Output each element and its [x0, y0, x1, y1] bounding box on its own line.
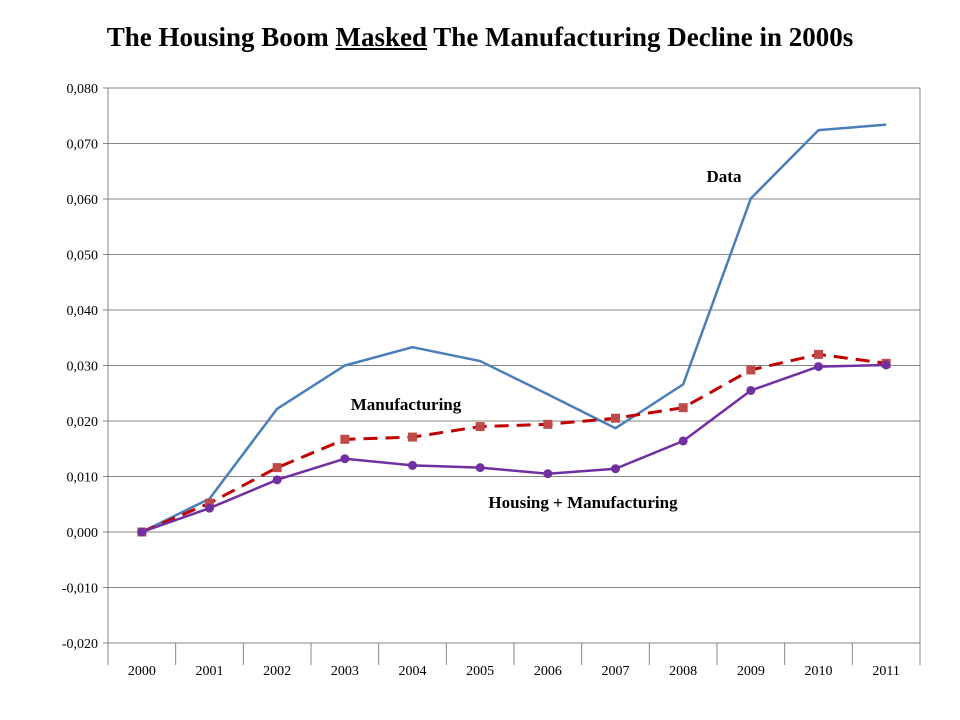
x-tick-label: 2008 [669, 664, 697, 679]
x-tick-label: 2005 [466, 664, 494, 679]
x-tick-label: 2011 [872, 664, 899, 679]
data-point [408, 460, 417, 470]
data-point [340, 434, 350, 444]
y-tick-label: 0,000 [67, 526, 99, 541]
y-tick-label: 0,060 [67, 193, 99, 208]
annotation-label: Manufacturing [351, 395, 462, 414]
y-tick-label: 0,070 [67, 138, 99, 153]
y-tick-label: -0,020 [62, 637, 98, 652]
x-tick-label: 2000 [128, 664, 156, 679]
data-point [543, 469, 553, 479]
series-data [141, 123, 887, 534]
series-annotations: Data Manufacturing Housing + Manufacturing [351, 167, 742, 512]
chart-title: The Housing Boom Masked The Manufacturin… [0, 22, 960, 53]
data-point [746, 385, 756, 395]
series-lines [137, 123, 891, 537]
x-tick-label: 2003 [331, 664, 359, 679]
series-line [141, 352, 887, 534]
data-point [137, 527, 147, 537]
y-tick-label: 0,080 [67, 82, 99, 97]
data-point [611, 464, 620, 474]
data-point [814, 362, 823, 372]
data-point [205, 503, 214, 513]
data-point [611, 413, 620, 423]
gridlines [108, 87, 920, 644]
data-point [408, 432, 417, 442]
title-underlined-word: Masked [335, 22, 428, 52]
y-tick-label: 0,010 [67, 471, 99, 486]
data-point [340, 454, 350, 464]
y-tick-label: 0,030 [67, 360, 99, 375]
y-tick-labels: -0,020 -0,010 0,000 0,010 0,020 0,030 0,040 0,0… [62, 82, 98, 652]
title-part-2: The Manufacturing Decline in 2000s [427, 22, 854, 52]
data-point [272, 463, 282, 473]
annotation-label: Housing + Manufacturing [488, 493, 678, 512]
x-tick-label: 2004 [399, 664, 427, 679]
y-tick-label: -0,010 [62, 582, 98, 597]
y-tick-label: 0,020 [67, 415, 99, 430]
y-tick-label: 0,040 [67, 304, 99, 319]
series-line [141, 123, 887, 534]
x-tick-label: 2010 [805, 664, 833, 679]
series-line [141, 363, 887, 534]
axes [103, 87, 921, 665]
data-point [881, 360, 891, 370]
y-tick-label: 0,050 [67, 249, 99, 264]
x-tick-label: 2009 [737, 664, 765, 679]
annotation-label: Data [707, 167, 742, 186]
x-tick-label: 2002 [263, 664, 291, 679]
data-point [678, 403, 688, 413]
data-point [746, 365, 756, 375]
series-housing-manufacturing [137, 360, 891, 537]
data-point [543, 419, 553, 429]
x-tick-label: 2001 [196, 664, 224, 679]
data-point [475, 422, 485, 432]
x-tick-label: 2006 [534, 664, 562, 679]
x-tick-label: 2007 [602, 664, 630, 679]
data-point [814, 349, 823, 359]
title-part-1: The Housing Boom [106, 22, 336, 52]
x-tick-labels: 2000 2001 2002 2003 2004 2005 2006 2007 2008 2009… [128, 664, 900, 679]
data-point [272, 475, 282, 485]
data-point [475, 463, 485, 473]
data-point [678, 436, 688, 446]
data-point [205, 498, 214, 508]
